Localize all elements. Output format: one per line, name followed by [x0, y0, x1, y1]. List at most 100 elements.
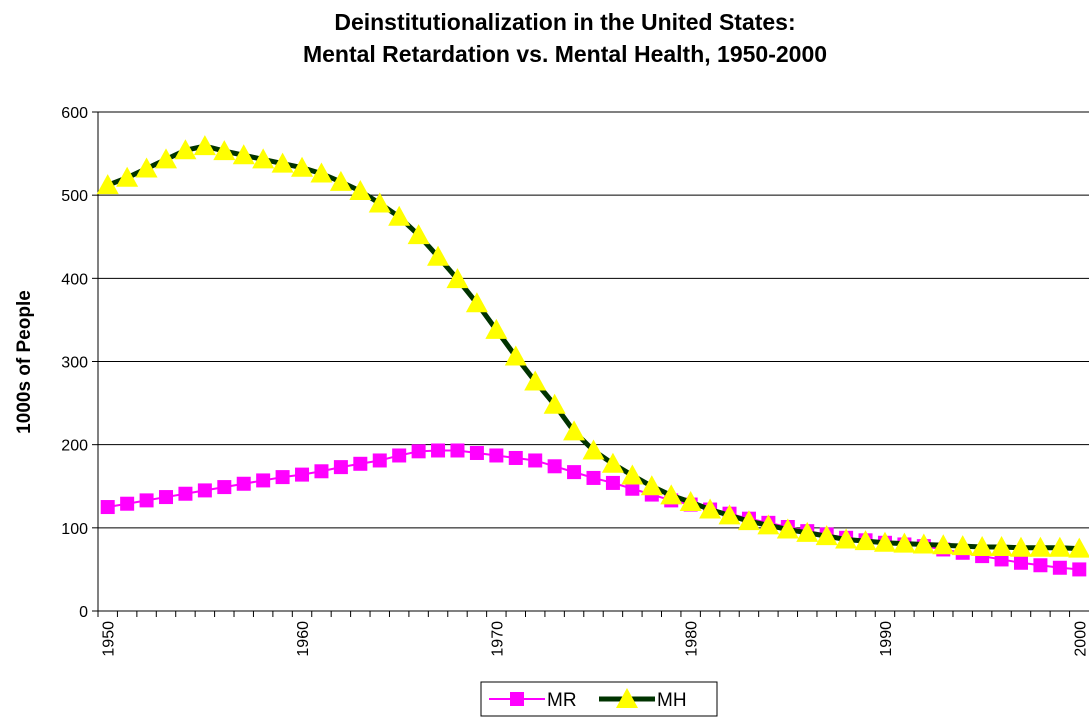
- y-tick-label: 400: [61, 271, 88, 288]
- data-point: [159, 490, 174, 505]
- data-point: [388, 205, 411, 226]
- data-point: [178, 486, 193, 501]
- y-tick-label: 500: [61, 188, 88, 205]
- data-point: [193, 135, 216, 156]
- series-line: [106, 143, 1080, 552]
- y-tick-label: 100: [61, 521, 88, 538]
- legend-label: MH: [657, 690, 687, 711]
- data-point: [135, 157, 158, 178]
- data-point: [310, 162, 333, 183]
- y-tick-label: 200: [61, 438, 88, 455]
- chart-title: Deinstitutionalization in the United Sta…: [334, 9, 795, 35]
- data-point: [601, 452, 624, 473]
- x-tick-label: 1970: [489, 621, 506, 657]
- y-tick-label: 300: [61, 355, 88, 372]
- data-point: [256, 473, 271, 488]
- data-point: [679, 491, 702, 512]
- data-point: [96, 174, 119, 195]
- data-point: [528, 453, 543, 468]
- data-point: [660, 484, 683, 505]
- data-point: [971, 535, 994, 556]
- data-point: [932, 534, 955, 555]
- data-point: [1033, 558, 1048, 573]
- data-point: [990, 535, 1013, 556]
- data-point: [329, 170, 352, 191]
- data-point: [757, 514, 780, 535]
- data-point: [271, 152, 294, 173]
- chart-title: Mental Retardation vs. Mental Health, 19…: [303, 41, 827, 67]
- data-point: [213, 140, 236, 161]
- data-point: [427, 245, 450, 266]
- y-axis-title: 1000s of People: [14, 290, 35, 434]
- data-point: [1048, 536, 1071, 557]
- data-point: [353, 456, 368, 471]
- data-point: [815, 525, 838, 546]
- x-tick-label: 2000: [1072, 621, 1089, 657]
- data-point: [524, 370, 547, 391]
- data-point: [450, 443, 465, 458]
- data-point: [349, 180, 372, 201]
- data-point: [1009, 536, 1032, 557]
- data-point: [776, 518, 799, 539]
- data-point: [100, 500, 115, 515]
- data-point: [1029, 536, 1052, 557]
- data-point: [368, 192, 391, 213]
- data-point: [718, 504, 741, 525]
- data-point: [1052, 560, 1067, 575]
- data-point: [951, 535, 974, 556]
- data-point: [547, 459, 562, 474]
- data-point: [465, 292, 488, 313]
- data-point: [291, 156, 314, 177]
- data-point: [796, 521, 819, 542]
- data-point: [508, 450, 523, 465]
- data-point: [893, 532, 916, 553]
- data-point: [197, 483, 212, 498]
- legend-label: MR: [547, 690, 577, 711]
- data-point: [835, 528, 858, 549]
- data-point: [567, 465, 582, 480]
- data-point: [873, 531, 896, 552]
- x-tick-label: 1980: [684, 621, 701, 657]
- data-point: [217, 480, 232, 495]
- data-point: [621, 464, 644, 485]
- data-point: [392, 448, 407, 463]
- data-point: [407, 224, 430, 245]
- data-point: [333, 460, 348, 475]
- data-point: [1072, 562, 1087, 577]
- legend-marker: [616, 688, 638, 708]
- data-point: [275, 470, 290, 485]
- data-point: [563, 420, 586, 441]
- data-point: [912, 533, 935, 554]
- x-tick-label: 1990: [878, 621, 895, 657]
- data-point: [1068, 537, 1089, 558]
- data-point: [411, 444, 426, 459]
- x-tick-label: 1960: [295, 621, 312, 657]
- data-point: [699, 498, 722, 519]
- data-point: [489, 448, 504, 463]
- data-point: [605, 475, 620, 490]
- data-point: [139, 493, 154, 508]
- legend-marker: [510, 692, 524, 706]
- data-point: [295, 467, 310, 482]
- data-point: [543, 393, 566, 414]
- x-tick-label: 1950: [101, 621, 118, 657]
- data-point: [174, 139, 197, 160]
- data-point: [640, 475, 663, 496]
- data-point: [446, 268, 469, 289]
- data-point: [252, 148, 275, 169]
- data-point: [116, 166, 139, 187]
- data-point: [155, 148, 178, 169]
- data-point: [1013, 555, 1028, 570]
- data-point: [504, 345, 527, 366]
- data-point: [737, 510, 760, 531]
- data-point: [431, 443, 446, 458]
- data-point: [232, 144, 255, 165]
- data-point: [586, 470, 601, 485]
- data-point: [582, 439, 605, 460]
- data-point: [469, 445, 484, 460]
- data-point: [625, 481, 640, 496]
- data-point: [314, 464, 329, 479]
- data-point: [485, 318, 508, 339]
- data-point: [854, 530, 877, 551]
